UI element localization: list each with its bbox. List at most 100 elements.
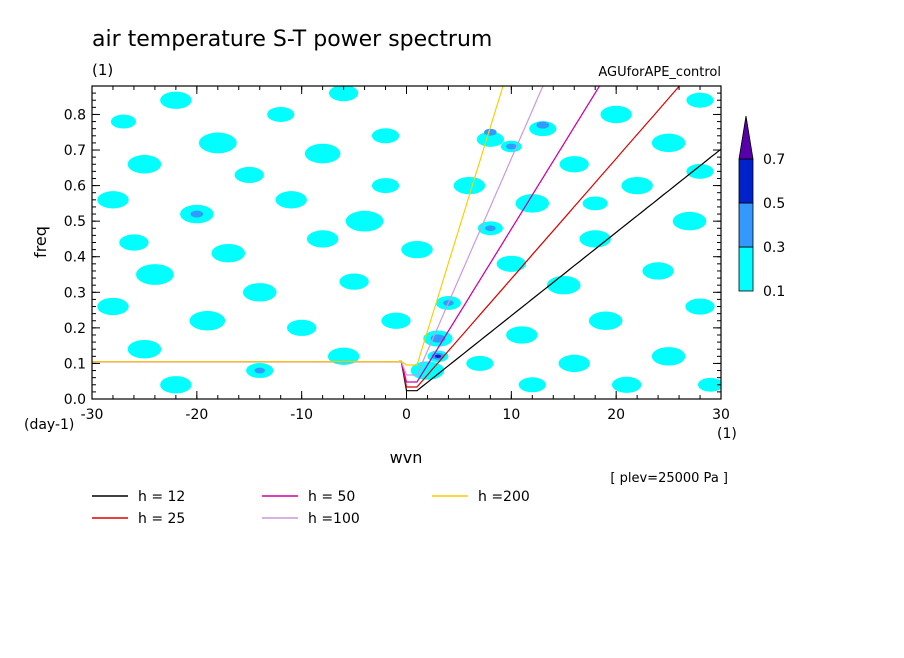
dispersion-curves: [92, 86, 721, 392]
colorbar: 0.1 0.3 0.5 0.7: [738, 115, 785, 300]
contour-blob: [546, 275, 581, 295]
contour-blob: [286, 319, 317, 336]
contour-blob: [306, 230, 339, 248]
y-tick-label: 0.7: [64, 143, 86, 159]
contour-blob: [127, 339, 162, 359]
contour-blob: [600, 105, 632, 124]
contour-blob: [651, 347, 686, 366]
contour-blob: [518, 377, 546, 393]
legend-label: h =100: [308, 511, 360, 527]
y-tick-label: 0.4: [64, 250, 86, 266]
x-units-label: (1): [717, 426, 737, 442]
x-tick-label: 10: [502, 407, 520, 423]
contour-blob: [685, 298, 715, 315]
contour-blob: [434, 354, 442, 359]
colorbar-level-label: 0.7: [763, 152, 785, 168]
contour-blob: [686, 92, 714, 108]
contour-blob: [515, 194, 550, 213]
run-label: AGUforAPE_control: [598, 65, 721, 80]
contour-blob: [198, 132, 237, 154]
contour-blob: [371, 178, 400, 194]
units-label: (1): [92, 61, 113, 79]
contour-blob: [476, 131, 504, 147]
chart-title: air temperature S-T power spectrum: [92, 27, 492, 52]
contour-blob: [558, 354, 590, 373]
contour-blob: [496, 255, 527, 272]
contour-blob: [588, 311, 623, 330]
contour-blob: [371, 128, 400, 144]
contour-blob: [267, 106, 295, 122]
y-tick-label: 0.1: [64, 356, 86, 372]
y-tick-label: 0.0: [64, 392, 86, 408]
y-tick-label: 0.3: [64, 285, 86, 301]
contour-blob: [97, 191, 129, 209]
x-tick-label: -20: [185, 407, 208, 423]
contour-blob: [642, 262, 674, 280]
contour-blob: [485, 225, 496, 232]
contour-blob: [110, 114, 137, 129]
legend-label: h = 12: [138, 489, 185, 505]
legend: h = 12 h = 25 h = 50 h =100 h =200: [92, 489, 530, 527]
legend-label: h =200: [478, 489, 530, 505]
x-tick-label: 20: [607, 407, 625, 423]
contour-blob: [529, 121, 557, 137]
colorbar-level-label: 0.5: [763, 196, 785, 212]
contour-fill-layer: [97, 86, 721, 394]
x-tick-label: 30: [712, 407, 730, 423]
contour-blob: [611, 376, 642, 393]
contour-blob: [651, 133, 686, 153]
contour-blob: [119, 234, 149, 251]
y-axis-label: freq: [31, 226, 50, 258]
contour-blob: [97, 297, 129, 316]
legend-label: h = 50: [308, 489, 355, 505]
y-tick-label: 0.5: [64, 214, 86, 230]
contour-blob: [401, 240, 433, 259]
contour-blob: [672, 211, 707, 231]
y-tick-label: 0.6: [64, 179, 86, 195]
contour-blob: [697, 377, 721, 392]
contour-blob: [536, 121, 550, 129]
y-tick-label: 0.2: [64, 321, 86, 337]
colorbar-level-label: 0.3: [763, 240, 785, 256]
contour-blob: [582, 196, 608, 211]
contour-blob: [327, 347, 360, 365]
contour-blob: [381, 312, 411, 329]
contour-blob: [559, 156, 589, 173]
contour-blob: [686, 163, 714, 179]
x-tick-label: -10: [290, 407, 313, 423]
y-tick-label: 0.8: [64, 107, 86, 123]
colorbar-segment: [738, 158, 754, 204]
contour-blob: [345, 210, 384, 232]
curve-200: [92, 86, 504, 366]
contour-blob: [304, 143, 341, 164]
contour-blob: [160, 376, 192, 394]
contour-blob: [621, 176, 653, 195]
contour-blob: [190, 210, 204, 218]
x-tick-label: 0: [402, 407, 411, 423]
colorbar-level-label: 0.1: [763, 284, 785, 300]
plev-annotation: [ plev=25000 Pa ]: [610, 471, 728, 486]
contour-blob: [160, 91, 192, 109]
contour-blob: [579, 230, 611, 248]
contour-blob: [254, 367, 265, 374]
y-axis-ticks: 0.0 0.1 0.2 0.3 0.4 0.5 0.6 0.7 0.8: [64, 92, 721, 408]
legend-label: h = 25: [138, 511, 185, 527]
plot-frame: [91, 85, 722, 400]
contour-blob: [234, 166, 264, 183]
colorbar-segment: [738, 246, 754, 292]
contour-blob: [275, 191, 307, 209]
contour-blob: [189, 310, 226, 331]
contour-blob: [339, 273, 369, 290]
contour-blob: [328, 86, 359, 102]
contour-blob: [127, 155, 162, 174]
contour-blob: [506, 143, 517, 150]
contour-blob: [136, 264, 174, 285]
x-tick-label: -30: [81, 407, 104, 423]
contour-blob: [484, 128, 497, 136]
y-units-label: (day-1): [24, 417, 74, 433]
contour-blob: [453, 176, 486, 195]
contour-blob: [466, 355, 494, 371]
contour-blob: [506, 326, 538, 344]
contour-blob: [211, 243, 246, 263]
